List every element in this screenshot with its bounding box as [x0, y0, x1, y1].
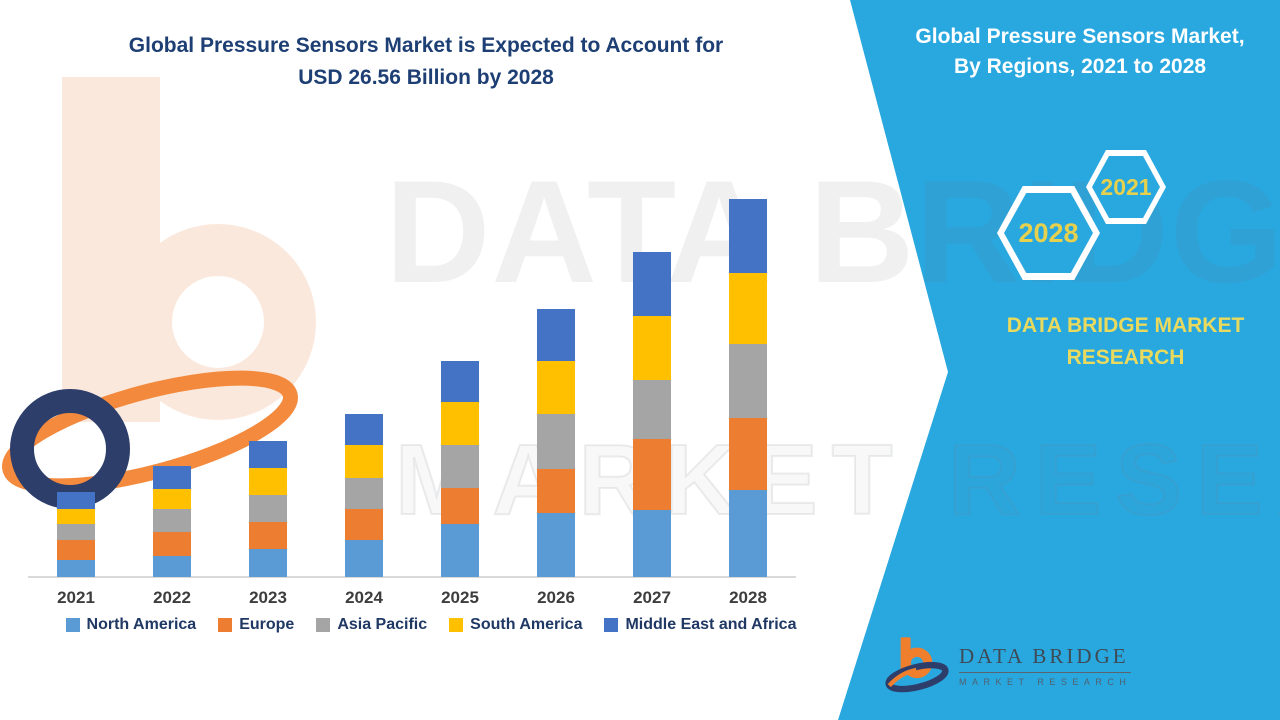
bar-segment-north-america-2024 — [345, 540, 383, 577]
panel-title: Global Pressure Sensors Market, By Regio… — [900, 22, 1260, 83]
bar-segment-europe-2028 — [729, 417, 767, 491]
x-axis-label-2028: 2028 — [729, 588, 767, 607]
bar-segment-middle-east-and-africa-2023 — [249, 440, 287, 468]
hexagon-badge-2021: 2021 — [1086, 150, 1166, 224]
bar-segment-south-america-2028 — [729, 273, 767, 345]
bar-segment-europe-2023 — [249, 521, 287, 549]
footer-logo-b-icon — [885, 637, 949, 693]
bar-segment-south-america-2023 — [249, 467, 287, 495]
x-axis-label-2027: 2027 — [633, 588, 671, 607]
bar-segment-asia-pacific-2025 — [441, 444, 479, 488]
bar-segment-south-america-2025 — [441, 402, 479, 445]
bar-segment-europe-2022 — [153, 531, 191, 556]
legend-swatch-europe — [218, 618, 233, 632]
legend: North America Europe Asia Pacific South Ame… — [25, 616, 837, 634]
bar-segment-north-america-2026 — [537, 513, 575, 577]
bar-segment-asia-pacific-2027 — [633, 379, 671, 440]
x-axis-line — [28, 576, 796, 578]
legend-label-north-america: North America — [86, 616, 197, 633]
x-axis-label-2021: 2021 — [57, 588, 95, 607]
bar-segment-middle-east-and-africa-2028 — [729, 199, 767, 274]
x-axis-label-2023: 2023 — [249, 588, 287, 607]
legend-swatch-middle-east-and-africa — [604, 618, 619, 632]
footer-logo: DATA BRIDGE MARKET RESEARCH — [885, 633, 1132, 697]
legend-item-south-america: South America — [449, 616, 582, 634]
bar-segment-asia-pacific-2023 — [249, 494, 287, 522]
footer-logo-name: DATA BRIDGE — [959, 644, 1132, 673]
bar-segment-europe-2027 — [633, 439, 671, 511]
panel-brand-name-line2: RESEARCH — [1066, 345, 1185, 369]
bar-segment-asia-pacific-2026 — [537, 413, 575, 470]
bar-segment-north-america-2023 — [249, 548, 287, 577]
panel-brand-name: DATA BRIDGE MARKET RESEARCH — [973, 310, 1278, 373]
footer-logo-subtitle: MARKET RESEARCH — [959, 676, 1132, 687]
bar-segment-asia-pacific-2024 — [345, 477, 383, 509]
chart-headline-line1: Global Pressure Sensors Market is Expect… — [128, 34, 724, 57]
bar-segment-asia-pacific-2021 — [57, 524, 95, 541]
legend-item-middle-east-and-africa: Middle East and Africa — [604, 616, 796, 634]
bar-segment-north-america-2025 — [441, 524, 479, 577]
x-axis-label-2026: 2026 — [537, 588, 575, 607]
legend-swatch-south-america — [449, 618, 464, 632]
legend-swatch-north-america — [65, 618, 80, 632]
legend-item-north-america: North America — [65, 616, 197, 634]
bar-segment-asia-pacific-2028 — [729, 344, 767, 418]
legend-label-middle-east-and-africa: Middle East and Africa — [625, 616, 797, 633]
x-axis-label-2024: 2024 — [345, 588, 383, 607]
x-axis-label-2025: 2025 — [441, 588, 479, 607]
legend-label-europe: Europe — [239, 616, 295, 633]
bar-segment-south-america-2027 — [633, 315, 671, 380]
bar-segment-europe-2026 — [537, 469, 575, 514]
panel-title-line2: By Regions, 2021 to 2028 — [953, 55, 1207, 79]
bar-segment-south-america-2026 — [537, 361, 575, 414]
panel-title-line1: Global Pressure Sensors Market, — [915, 25, 1245, 48]
bar-segment-europe-2025 — [441, 487, 479, 525]
legend-swatch-asia-pacific — [316, 618, 331, 632]
bar-segment-middle-east-and-africa-2026 — [537, 308, 575, 362]
chart-headline-line2: USD 26.56 Billion by 2028 — [298, 65, 554, 89]
bar-segment-south-america-2021 — [57, 508, 95, 525]
bar-segment-europe-2021 — [57, 540, 95, 560]
x-axis-label-2022: 2022 — [153, 588, 191, 607]
bar-segment-south-america-2024 — [345, 444, 383, 478]
bar-segment-south-america-2022 — [153, 488, 191, 509]
bar-segment-north-america-2021 — [57, 559, 95, 577]
legend-item-europe: Europe — [218, 616, 294, 634]
bar-segment-asia-pacific-2022 — [153, 508, 191, 532]
legend-label-south-america: South America — [470, 616, 583, 633]
bar-segment-middle-east-and-africa-2024 — [345, 413, 383, 445]
legend-label-asia-pacific: Asia Pacific — [337, 616, 428, 633]
panel-brand-name-line1: DATA BRIDGE MARKET — [1006, 314, 1245, 337]
footer-logo-text: DATA BRIDGE MARKET RESEARCH — [959, 644, 1132, 687]
bar-segment-north-america-2027 — [633, 510, 671, 577]
bar-segment-europe-2024 — [345, 508, 383, 541]
bar-segment-middle-east-and-africa-2027 — [633, 251, 671, 316]
hexagon-badge-2021-label: 2021 — [1092, 156, 1160, 218]
bar-segment-north-america-2028 — [729, 490, 767, 577]
chart-headline: Global Pressure Sensors Market is Expect… — [26, 30, 826, 93]
bar-segment-middle-east-and-africa-2021 — [57, 491, 95, 509]
bar-segment-north-america-2022 — [153, 555, 191, 577]
legend-item-asia-pacific: Asia Pacific — [316, 616, 427, 634]
hexagon-badge-2028-label: 2028 — [1004, 193, 1093, 273]
bar-segment-middle-east-and-africa-2025 — [441, 361, 479, 403]
bar-segment-middle-east-and-africa-2022 — [153, 466, 191, 489]
logo-b-bowl-shape — [120, 224, 316, 420]
